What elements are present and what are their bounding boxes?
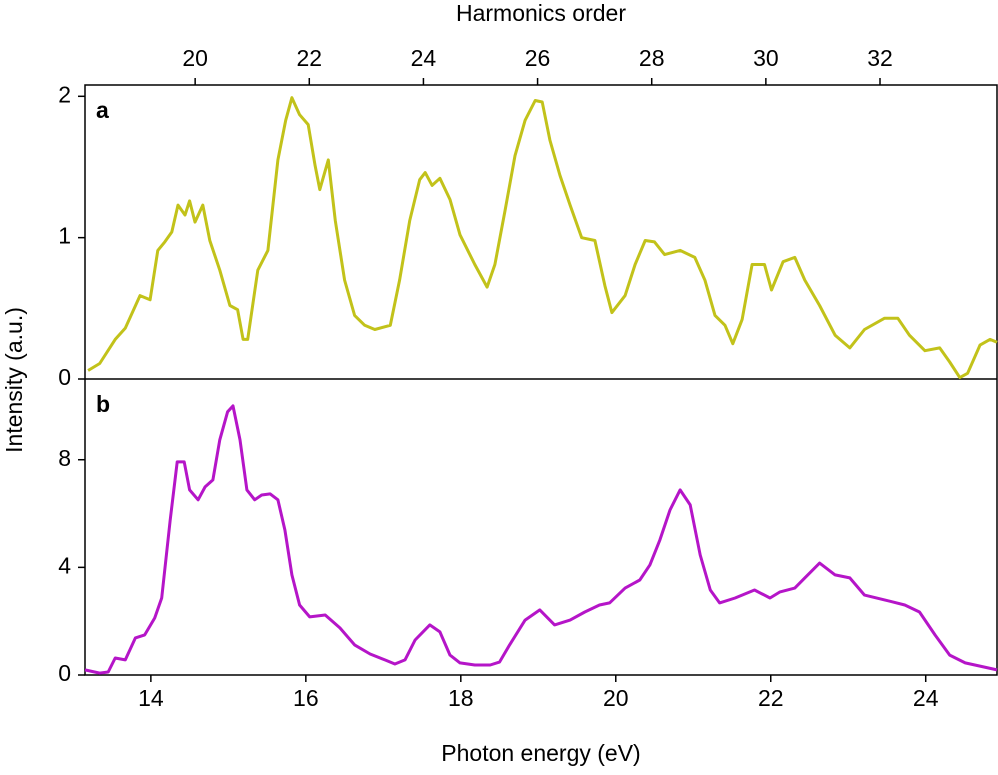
x2-tick-label: 20 (182, 45, 208, 71)
x2-tick-label: 32 (867, 45, 893, 71)
x-axis-label: Photon energy (eV) (441, 740, 640, 766)
x-tick-label: 24 (913, 685, 939, 711)
x2-tick-label: 30 (753, 45, 779, 71)
x2-tick-label: 24 (411, 45, 437, 71)
data-line (84, 404, 998, 675)
x-tick-label: 18 (448, 685, 474, 711)
panel-label: a (96, 97, 109, 123)
panel-label: b (96, 391, 110, 417)
data-line (87, 96, 998, 380)
x2-tick-label: 22 (296, 45, 322, 71)
x-tick-label: 16 (293, 685, 319, 711)
x2-axis-label: Harmonics order (456, 0, 626, 26)
x2-tick-label: 26 (525, 45, 551, 71)
x-tick-label: 14 (138, 685, 164, 711)
y-tick-label: 1 (58, 223, 71, 249)
plot-frame (84, 84, 998, 676)
x-tick-label: 20 (603, 685, 629, 711)
y-tick-label: 2 (58, 81, 71, 107)
y-tick-label: 0 (58, 660, 71, 686)
y-tick-label: 4 (58, 552, 71, 578)
y-axis-label: Intensity (a.u.) (1, 307, 27, 453)
x2-tick-label: 28 (639, 45, 665, 71)
y-tick-label: 0 (58, 364, 71, 390)
y-tick-label: 8 (58, 445, 71, 471)
x-tick-label: 22 (758, 685, 784, 711)
